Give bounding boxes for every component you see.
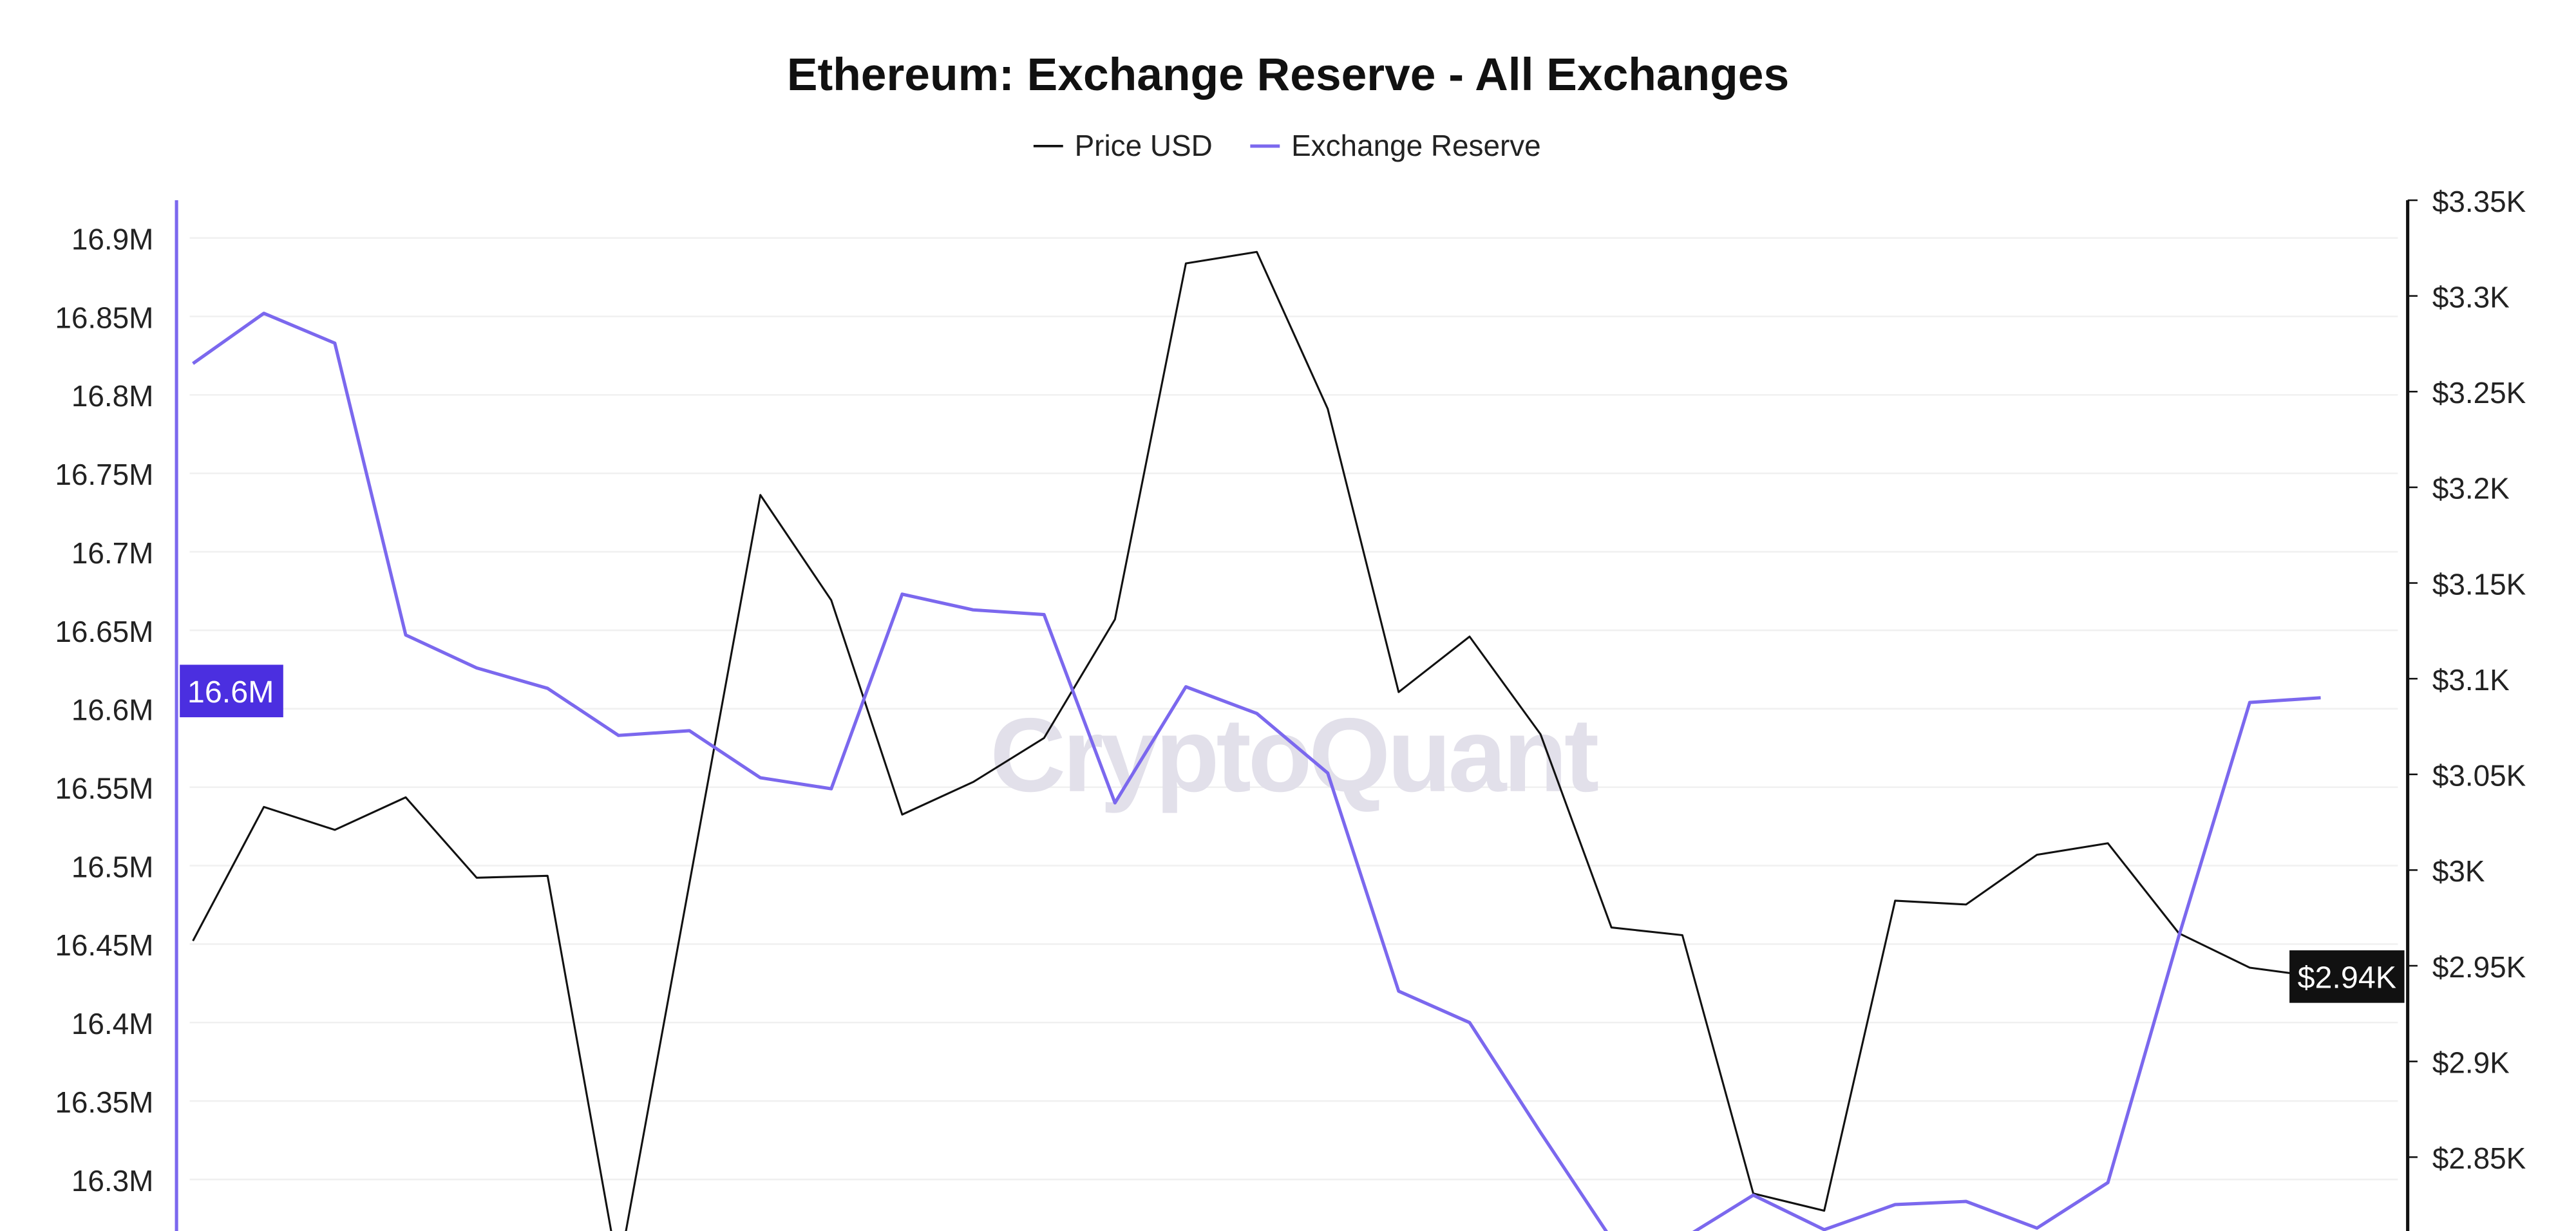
price-point	[760, 494, 761, 496]
left-tick-label: 16.3M	[71, 1164, 154, 1198]
left-tick-label: 16.75M	[55, 458, 153, 491]
reserve-point	[2320, 697, 2321, 698]
price-point	[334, 829, 336, 831]
right-tick-label: $3.3K	[2432, 280, 2510, 314]
reserve-point	[1256, 713, 1257, 714]
left-axis-ticks: 16.9M 16.85M 16.8M 16.75M 16.7M 16.65M 16.6M 16…	[55, 222, 153, 1197]
right-tick-label: $2.85K	[2432, 1142, 2526, 1175]
reserve-point	[618, 735, 619, 736]
left-tick-label: 16.45M	[55, 928, 153, 962]
legend-item-reserve[interactable]: Exchange Reserve	[1250, 129, 1541, 162]
left-tick-label: 16.5M	[71, 850, 154, 883]
reserve-point	[1043, 614, 1045, 615]
reserve-point	[547, 688, 548, 689]
left-tick-label: 16.7M	[71, 536, 154, 570]
reserve-point	[1753, 1195, 1754, 1196]
left-tick-label: 16.6M	[71, 693, 154, 727]
price-point	[2036, 854, 2038, 855]
right-tick-label: $2.9K	[2432, 1046, 2510, 1079]
right-axis-ticks: $3.35K $3.3K $3.25K $3.2K $3.15K $3.1K $3.05K $…	[2407, 185, 2526, 1175]
right-tick-label: $3.35K	[2432, 185, 2526, 218]
right-tick-label: $3K	[2432, 854, 2485, 888]
price-point	[1611, 927, 1612, 928]
reserve-point	[1965, 1201, 1967, 1202]
price-point	[689, 883, 690, 884]
left-current-badge: 16.6M	[180, 664, 283, 718]
reserve-point	[263, 313, 264, 314]
left-tick-label: 16.9M	[71, 222, 154, 256]
legend-label-reserve: Exchange Reserve	[1291, 129, 1541, 162]
right-current-badge: $2.94K	[2289, 950, 2405, 1003]
reserve-point	[902, 594, 903, 595]
gridlines	[189, 237, 2398, 1181]
right-current-value: $2.94K	[2298, 961, 2396, 995]
reserve-point	[2249, 702, 2250, 703]
right-tick-label: $3.25K	[2432, 376, 2526, 409]
left-tick-label: 16.8M	[71, 379, 154, 413]
right-tick-label: $3.2K	[2432, 472, 2510, 505]
reserve-point	[1540, 1132, 1541, 1133]
left-tick-label: 16.55M	[55, 772, 153, 805]
left-tick-label: 16.4M	[71, 1007, 154, 1040]
reserve-point	[334, 343, 336, 344]
right-tick-label: $2.95K	[2432, 950, 2526, 984]
right-tick-label: $3.1K	[2432, 663, 2510, 697]
left-tick-label: 16.35M	[55, 1085, 153, 1119]
left-tick-label: 16.65M	[55, 615, 153, 648]
left-current-value: 16.6M	[187, 675, 274, 709]
left-tick-label: 16.85M	[55, 301, 153, 334]
price-point	[902, 814, 903, 815]
legend-label-price: Price USD	[1075, 129, 1213, 162]
price-point	[1540, 734, 1541, 735]
price-point	[831, 600, 832, 601]
watermark: CryptoQuant	[990, 696, 1598, 814]
right-tick-label: $3.05K	[2432, 759, 2526, 793]
legend-item-price[interactable]: Price USD	[1033, 129, 1213, 162]
legend: Price USD Exchange Reserve	[1033, 129, 1541, 162]
chart-title: Ethereum: Exchange Reserve - All Exchang…	[787, 49, 1789, 100]
series-lines	[192, 250, 2321, 1231]
right-tick-label: $3.15K	[2432, 567, 2526, 601]
